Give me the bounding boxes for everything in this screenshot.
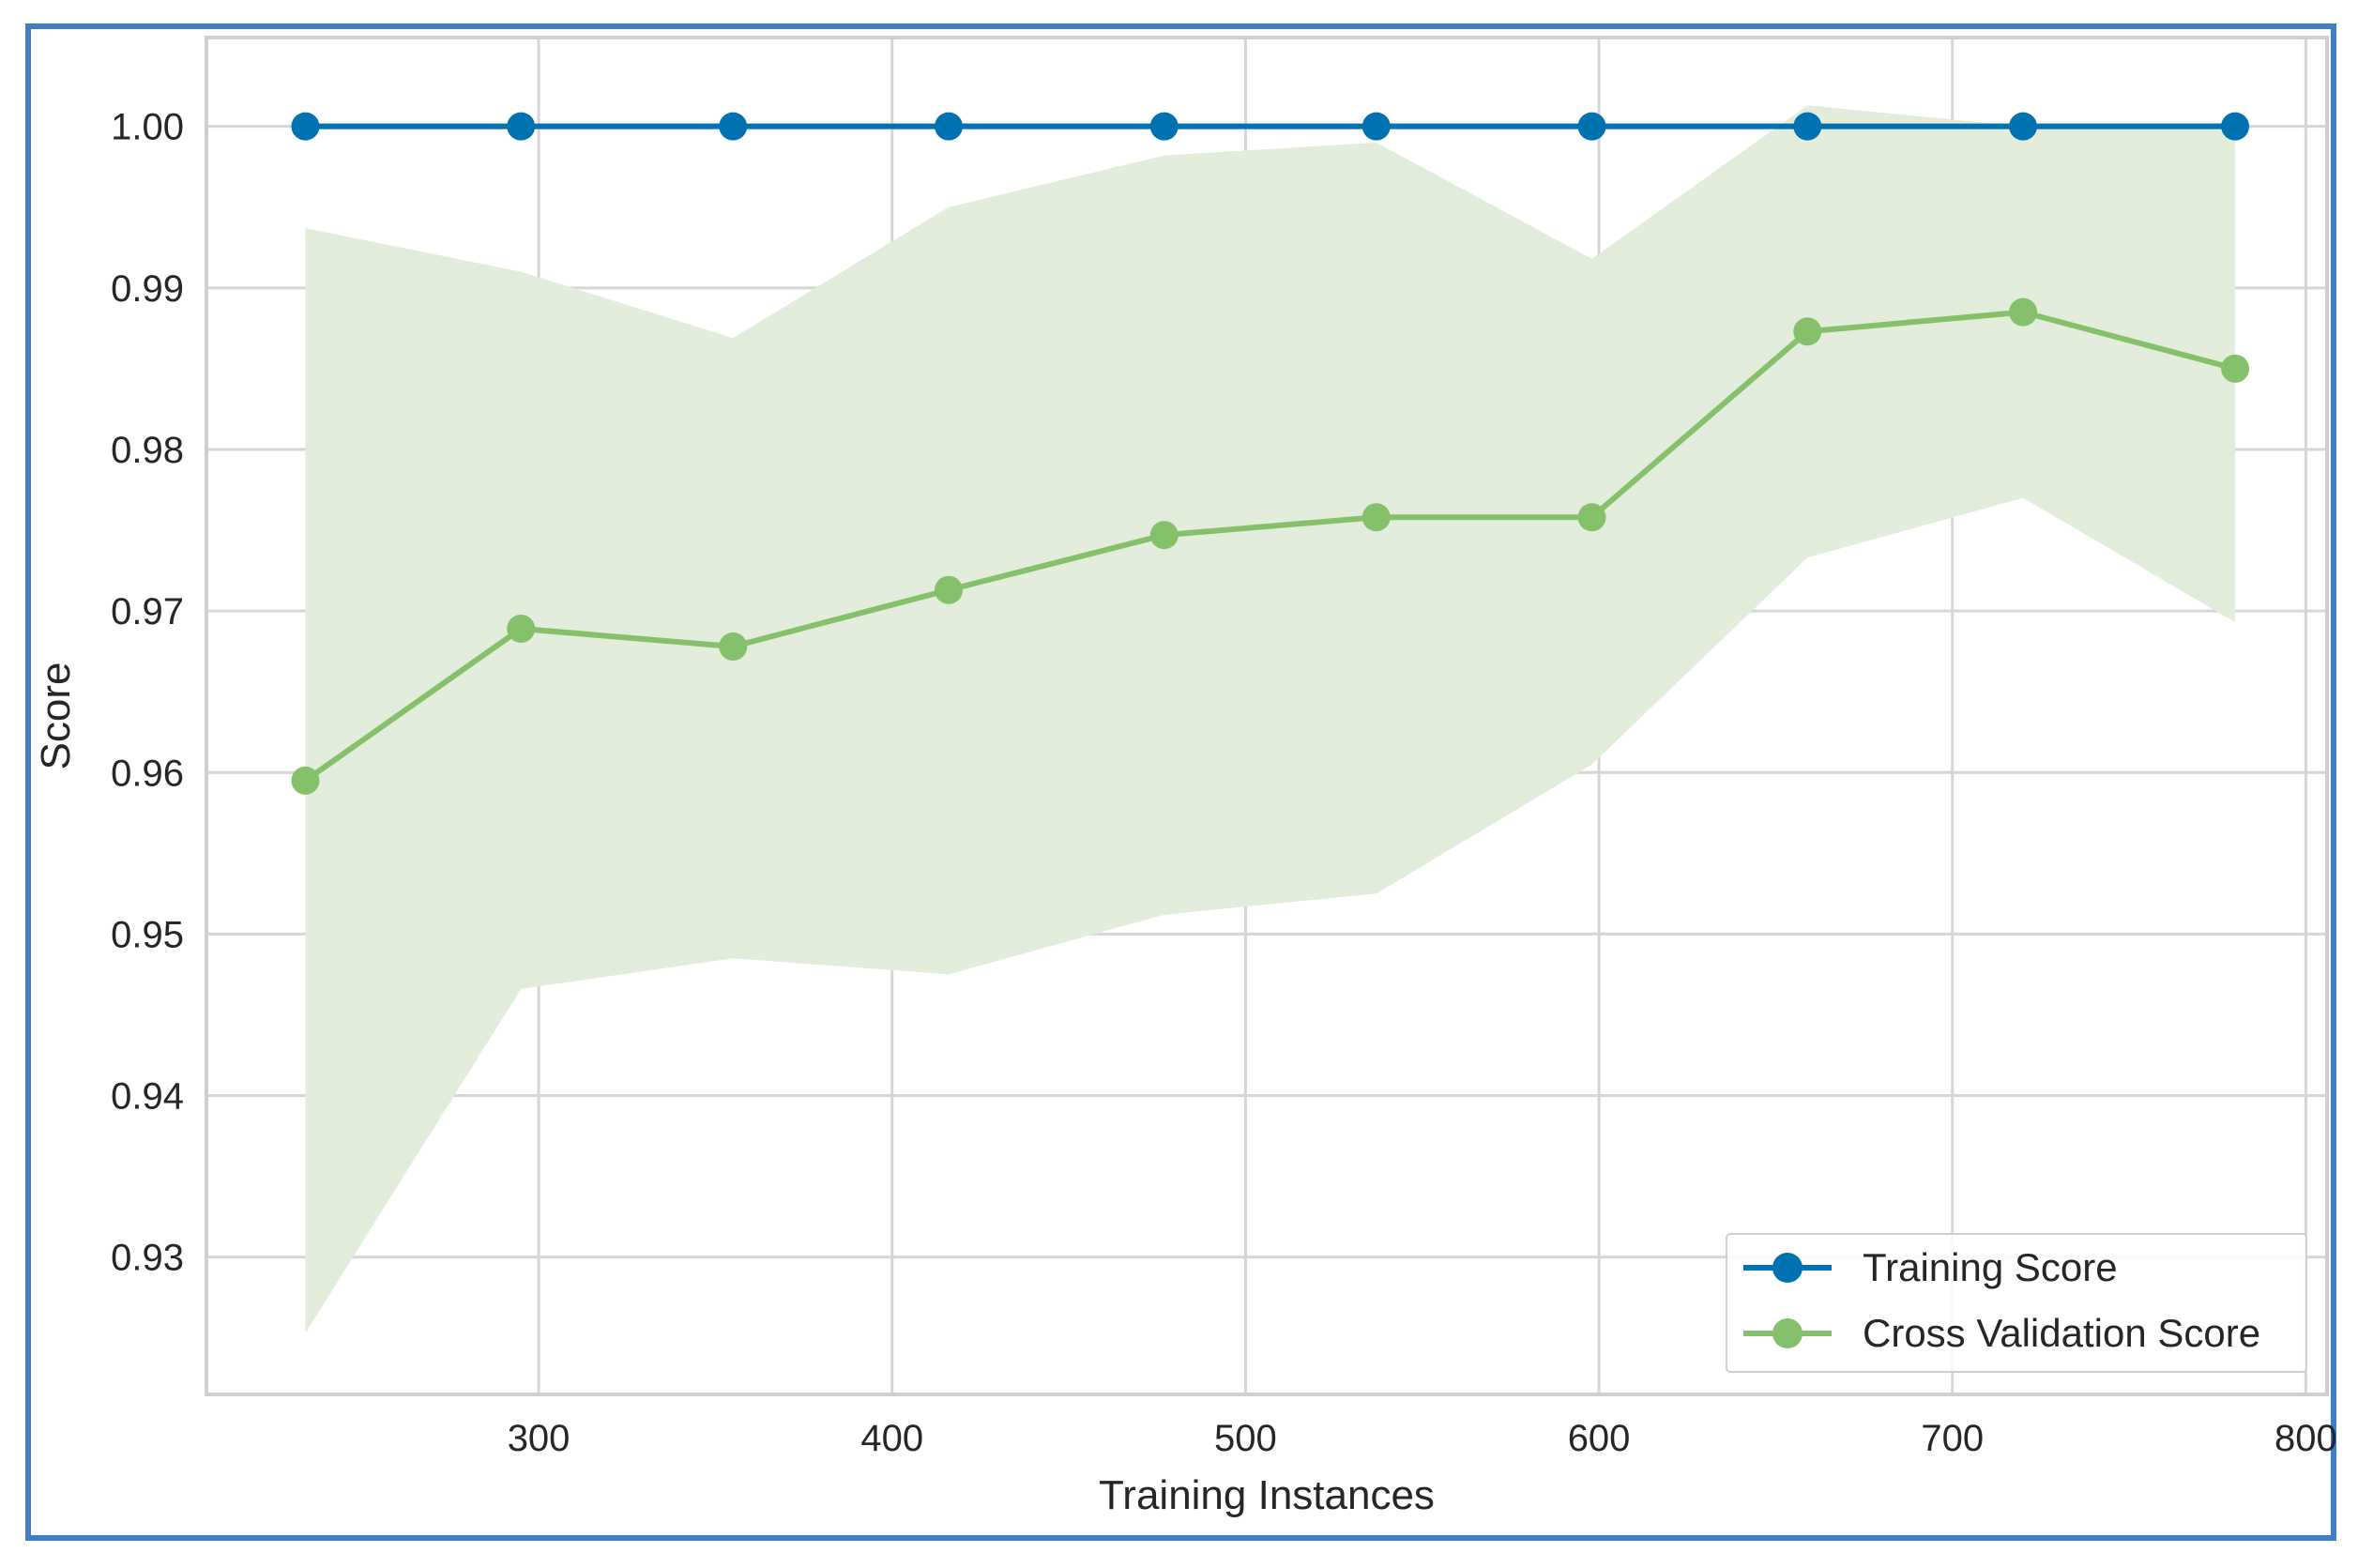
- y-tick-label-7: 1.00: [111, 107, 184, 148]
- cv-score-point-6: [1577, 503, 1606, 532]
- x-tick-label-700: 700: [1921, 1418, 1984, 1459]
- legend-cv-marker: [1772, 1318, 1803, 1348]
- training-score-point-1: [507, 112, 536, 141]
- x-tick-label-800: 800: [2274, 1418, 2337, 1459]
- training-score-point-0: [291, 112, 320, 141]
- cv-score-point-3: [935, 575, 963, 604]
- cv-score-point-0: [291, 766, 320, 795]
- cv-score-line: [303, 309, 2236, 784]
- legend-box: [1726, 1233, 2307, 1373]
- x-tick-label-600: 600: [1568, 1418, 1631, 1459]
- y-tick-label-1: 0.94: [111, 1076, 184, 1118]
- cv-score-point-5: [1361, 503, 1391, 532]
- x-tick-label-500: 500: [1214, 1418, 1277, 1459]
- training-score-point-7: [1793, 112, 1822, 141]
- y-tick-label-2: 0.95: [111, 914, 184, 955]
- training-score-point-3: [935, 112, 963, 141]
- cv-score-point-4: [1149, 521, 1179, 550]
- x-tick-label-300: 300: [508, 1418, 570, 1459]
- cv-score-point-2: [719, 632, 748, 661]
- legend-training-marker: [1772, 1253, 1803, 1283]
- confidence-bands: [305, 105, 2236, 1333]
- legend-training-label: Training Score: [1863, 1245, 2118, 1289]
- y-tick-label-6: 0.99: [111, 268, 184, 310]
- y-tick-label-5: 0.98: [111, 430, 184, 471]
- training-score-point-9: [2221, 112, 2250, 141]
- training-score-point-2: [719, 112, 748, 141]
- training-score-point-6: [1577, 112, 1606, 141]
- x-axis-label: Training Instances: [1099, 1472, 1435, 1518]
- series-lines: [303, 123, 2236, 784]
- cv-score-point-7: [1793, 317, 1822, 346]
- training-score-point-5: [1361, 112, 1391, 141]
- cv-score-point-1: [507, 615, 536, 644]
- legend-cv-label: Cross Validation Score: [1863, 1311, 2260, 1355]
- y-tick-label-4: 0.97: [111, 591, 184, 632]
- plot-border: [205, 36, 2329, 1396]
- tick-labels: 300 400 500 600 700 800 0.93 0.94 0.95 0.96 0.97 0.…: [111, 107, 2337, 1459]
- x-tick-label-400: 400: [860, 1418, 923, 1459]
- y-tick-label-0: 0.93: [111, 1238, 184, 1279]
- cv-score-point-9: [2221, 354, 2250, 383]
- y-axis-label: Score: [33, 662, 79, 770]
- y-tick-label-3: 0.96: [111, 753, 184, 794]
- legend: Training Score Cross Validation Score: [1726, 1233, 2307, 1373]
- training-score-point-4: [1149, 112, 1179, 141]
- series-points: [291, 112, 2250, 795]
- training-score-point-8: [2009, 112, 2038, 141]
- cv-score-band: [305, 105, 2236, 1333]
- cv-score-point-8: [2009, 297, 2038, 327]
